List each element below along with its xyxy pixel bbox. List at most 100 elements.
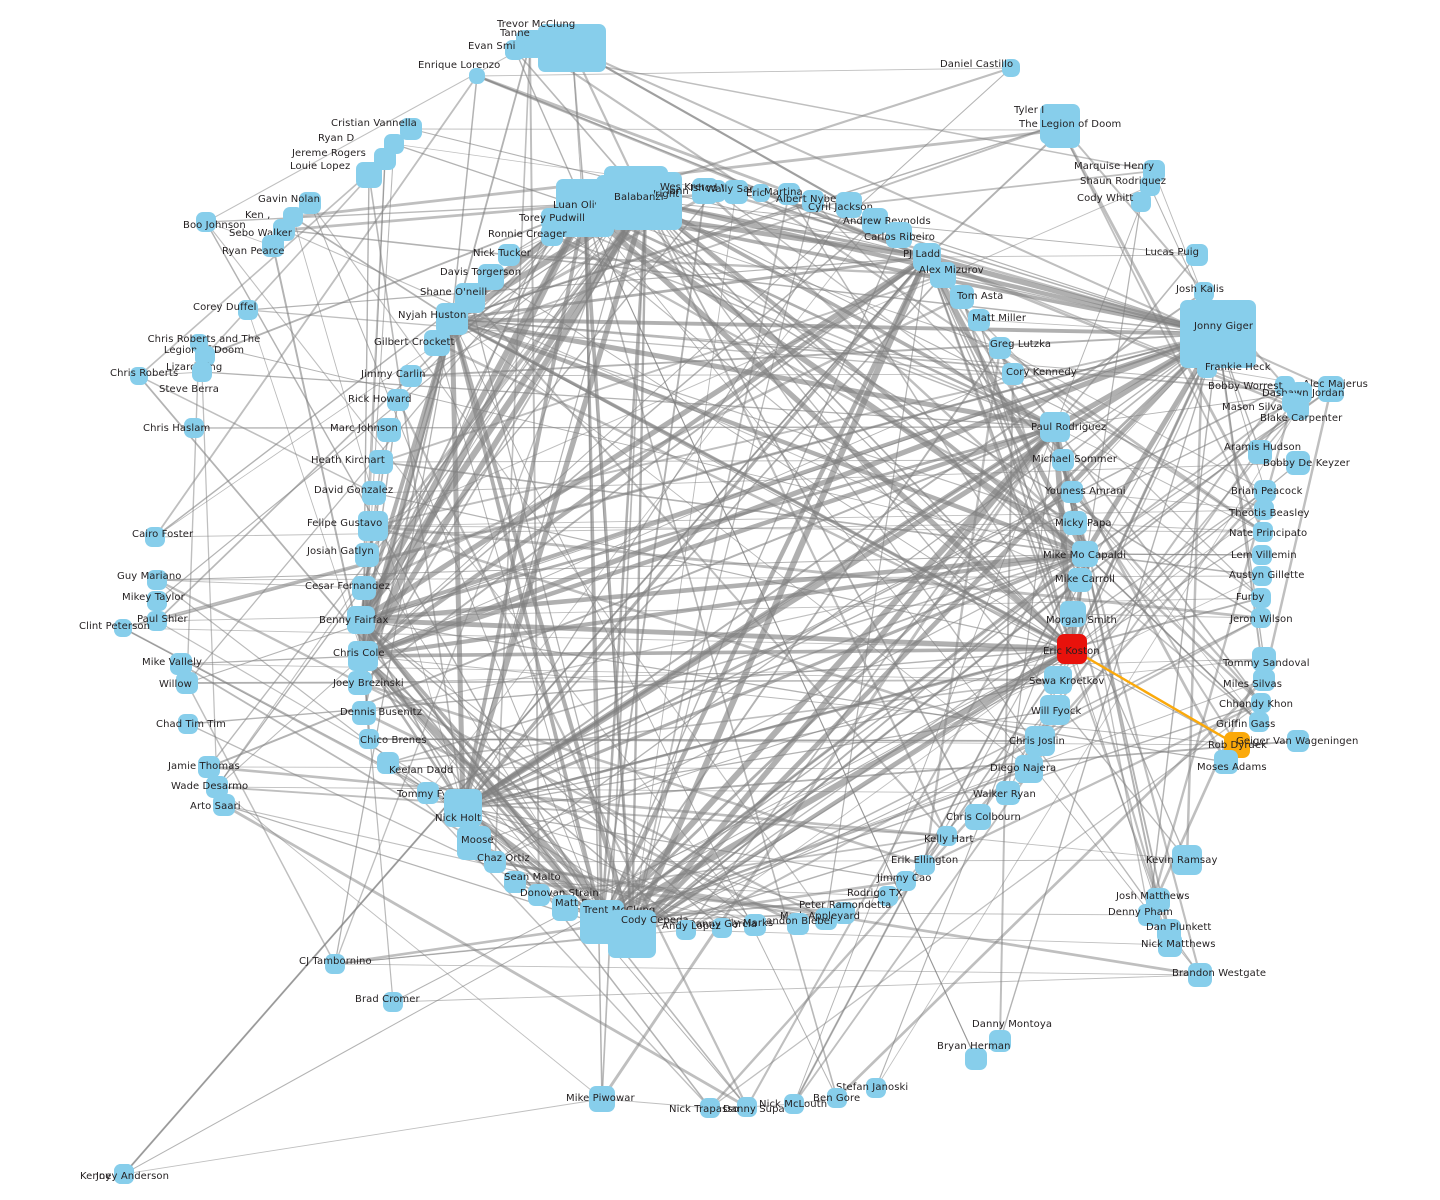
graph-node[interactable] <box>752 184 770 202</box>
graph-node[interactable] <box>505 40 525 60</box>
graph-node[interactable] <box>965 1048 987 1070</box>
graph-node[interactable] <box>1052 449 1074 471</box>
graph-node[interactable] <box>176 672 198 694</box>
graph-node[interactable] <box>1140 176 1160 196</box>
graph-node[interactable] <box>968 309 990 331</box>
graph-node[interactable] <box>878 886 898 906</box>
graph-node[interactable] <box>417 782 439 804</box>
graph-node[interactable] <box>358 511 388 541</box>
graph-node[interactable] <box>352 576 376 600</box>
graph-node[interactable] <box>1252 647 1276 671</box>
graph-node[interactable] <box>195 346 215 366</box>
graph-node[interactable] <box>815 908 837 930</box>
graph-node[interactable] <box>1180 300 1256 368</box>
graph-node[interactable] <box>206 776 228 798</box>
graph-node[interactable] <box>1287 398 1309 420</box>
graph-node[interactable] <box>114 1164 134 1184</box>
graph-node[interactable] <box>178 714 198 734</box>
graph-node[interactable] <box>299 192 321 214</box>
graph-node[interactable] <box>1188 963 1212 987</box>
graph-node[interactable] <box>862 208 888 234</box>
graph-node[interactable] <box>1131 192 1151 212</box>
graph-node[interactable] <box>1063 511 1087 535</box>
graph-node[interactable] <box>1044 112 1080 148</box>
graph-node[interactable] <box>369 450 393 474</box>
graph-node[interactable] <box>1138 904 1160 926</box>
graph-node[interactable] <box>377 418 401 442</box>
graph-node[interactable] <box>352 701 376 725</box>
graph-node[interactable] <box>238 300 258 320</box>
graph-node[interactable] <box>541 224 563 246</box>
graph-node[interactable] <box>1249 712 1269 732</box>
graph-node[interactable] <box>130 367 148 385</box>
graph-node[interactable] <box>866 1078 886 1098</box>
graph-node[interactable] <box>724 180 748 204</box>
graph-node[interactable] <box>484 851 506 873</box>
graph-node[interactable] <box>596 175 654 227</box>
graph-node[interactable] <box>147 611 167 631</box>
graph-node[interactable] <box>833 902 855 924</box>
graph-node[interactable] <box>1002 59 1020 77</box>
graph-node[interactable] <box>387 389 409 411</box>
graph-node[interactable] <box>538 24 606 72</box>
graph-node[interactable] <box>377 752 399 774</box>
graph-node[interactable] <box>1251 693 1271 713</box>
graph-node[interactable] <box>1002 363 1024 385</box>
graph-node[interactable] <box>552 895 578 921</box>
graph-node[interactable] <box>196 212 216 232</box>
graph-node[interactable] <box>355 543 379 567</box>
graph-node[interactable] <box>498 244 520 266</box>
graph-node[interactable] <box>347 606 375 634</box>
graph-node[interactable] <box>1186 244 1208 266</box>
graph-node[interactable] <box>996 781 1020 805</box>
graph-node[interactable] <box>184 418 204 438</box>
graph-node[interactable] <box>528 884 550 906</box>
graph-node[interactable] <box>1025 726 1055 756</box>
graph-node[interactable] <box>1057 634 1087 664</box>
graph-node[interactable] <box>712 918 732 938</box>
graph-node[interactable] <box>930 262 956 288</box>
graph-node[interactable] <box>937 826 957 846</box>
graph-node[interactable] <box>436 303 468 335</box>
graph-node[interactable] <box>213 794 235 816</box>
graph-node[interactable] <box>1254 480 1276 502</box>
graph-node[interactable] <box>147 570 167 590</box>
graph-node[interactable] <box>1060 601 1086 627</box>
graph-node[interactable] <box>1197 358 1217 378</box>
graph-node[interactable] <box>608 910 656 958</box>
graph-node[interactable] <box>400 365 422 387</box>
graph-node[interactable] <box>1044 666 1072 694</box>
graph-node[interactable] <box>1252 566 1272 586</box>
graph-node[interactable] <box>700 1098 720 1118</box>
graph-node[interactable] <box>1248 440 1272 464</box>
graph-node[interactable] <box>1040 695 1070 725</box>
graph-node[interactable] <box>784 1094 804 1114</box>
graph-node[interactable] <box>356 162 382 188</box>
graph-node[interactable] <box>348 641 378 671</box>
graph-node[interactable] <box>114 619 132 637</box>
graph-node[interactable] <box>737 1097 757 1117</box>
graph-node[interactable] <box>965 804 991 830</box>
graph-node[interactable] <box>145 527 165 547</box>
graph-node[interactable] <box>170 653 192 675</box>
graph-node[interactable] <box>1061 481 1083 503</box>
graph-node[interactable] <box>1068 568 1092 592</box>
graph-node[interactable] <box>1172 845 1202 875</box>
graph-node[interactable] <box>1253 669 1275 691</box>
graph-node[interactable] <box>325 954 345 974</box>
graph-node[interactable] <box>886 222 912 248</box>
graph-node[interactable] <box>362 481 386 505</box>
graph-node[interactable] <box>1158 933 1182 957</box>
graph-node[interactable] <box>744 914 766 936</box>
graph-node[interactable] <box>444 789 482 827</box>
graph-node[interactable] <box>262 235 284 257</box>
graph-node[interactable] <box>1318 376 1344 402</box>
graph-node[interactable] <box>1251 608 1271 628</box>
graph-node[interactable] <box>802 190 824 212</box>
graph-node[interactable] <box>198 756 220 778</box>
graph-node[interactable] <box>704 180 726 202</box>
graph-node[interactable] <box>676 920 696 940</box>
graph-node[interactable] <box>1072 541 1098 567</box>
graph-node[interactable] <box>348 671 372 695</box>
